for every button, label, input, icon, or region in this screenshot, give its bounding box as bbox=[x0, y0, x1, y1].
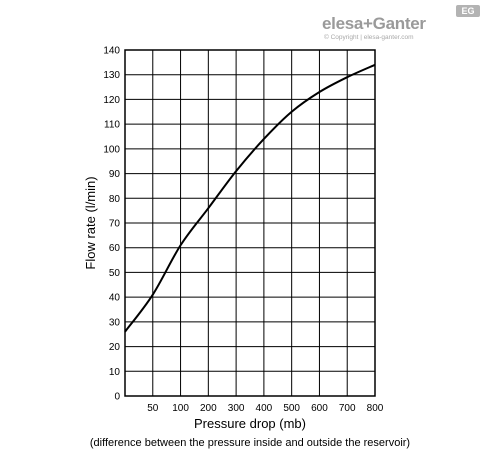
logo-text: elesa+Ganter bbox=[322, 14, 426, 33]
brand-logo: elesa+Ganter © Copyright | elesa-ganter.… bbox=[322, 14, 426, 41]
x-tick-label: 100 bbox=[172, 403, 189, 414]
y-tick-label: 30 bbox=[109, 317, 121, 328]
y-tick-label: 80 bbox=[109, 194, 121, 205]
x-tick-label: 500 bbox=[283, 403, 300, 414]
y-tick-label: 70 bbox=[109, 219, 121, 230]
y-tick-label: 0 bbox=[114, 392, 120, 403]
x-tick-labels: 50 100 200 300 400 500 600 700 800 bbox=[147, 403, 384, 414]
y-tick-label: 50 bbox=[109, 268, 121, 279]
x-axis-title: Pressure drop (mb) bbox=[194, 416, 306, 431]
y-tick-label: 40 bbox=[109, 293, 121, 304]
copyright-text: © Copyright | elesa-ganter.com bbox=[324, 34, 414, 41]
x-tick-label: 400 bbox=[256, 403, 273, 414]
y-axis-title: Flow rate (l/min) bbox=[83, 176, 98, 269]
x-tick-label: 200 bbox=[200, 403, 217, 414]
x-tick-label: 800 bbox=[367, 403, 384, 414]
x-tick-label: 700 bbox=[339, 403, 356, 414]
chart-grid bbox=[124, 49, 376, 397]
x-tick-label: 300 bbox=[228, 403, 245, 414]
x-axis-note: (difference between the pressure inside … bbox=[90, 437, 410, 449]
brand-badge: EG bbox=[456, 5, 480, 17]
y-tick-label: 140 bbox=[103, 46, 120, 57]
x-tick-label: 50 bbox=[147, 403, 159, 414]
x-tick-label: 600 bbox=[311, 403, 328, 414]
y-tick-label: 100 bbox=[103, 144, 120, 155]
flow-rate-curve bbox=[124, 63, 376, 333]
y-tick-label: 130 bbox=[103, 70, 120, 81]
y-tick-label: 110 bbox=[104, 120, 120, 131]
y-tick-label: 90 bbox=[109, 169, 121, 180]
y-tick-label: 60 bbox=[109, 243, 121, 254]
y-tick-label: 10 bbox=[109, 367, 121, 378]
y-tick-label: 120 bbox=[103, 95, 120, 106]
plot-frame bbox=[124, 49, 376, 397]
y-tick-label: 20 bbox=[109, 342, 121, 353]
y-tick-labels: 0 10 20 30 40 50 60 70 80 90 100 110 120 130 140 bbox=[103, 46, 120, 403]
